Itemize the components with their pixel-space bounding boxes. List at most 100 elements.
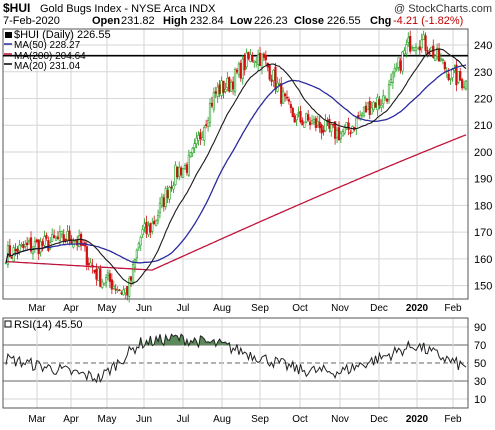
candle-body — [210, 102, 214, 107]
price-tick-label: 170 — [474, 227, 492, 239]
candle-body — [235, 69, 239, 73]
candle-body — [257, 54, 260, 65]
candle-body — [195, 137, 198, 145]
legend-ma200: MA(200) 204.64 — [14, 51, 86, 62]
candle-body — [110, 279, 113, 290]
candle-body — [436, 47, 439, 57]
candle-body — [160, 196, 163, 206]
candle-body — [24, 244, 27, 247]
rsi-month-labels: Mar Apr May Jun Jul Aug Sep Oct Nov Dec 2020 Feb — [28, 414, 462, 425]
candle-body — [424, 35, 427, 51]
candle-body — [411, 47, 414, 49]
candle-body — [31, 247, 35, 255]
candle-body — [45, 235, 48, 239]
candle-body — [432, 45, 435, 58]
candle-body — [118, 289, 121, 292]
candle-body — [416, 47, 419, 50]
candle-body — [418, 46, 421, 51]
price-tick-label: 240 — [474, 40, 492, 52]
candle-body — [434, 55, 437, 62]
price-month-label: 2020 — [406, 303, 429, 314]
candle-body — [120, 292, 123, 295]
price-tick-label: 210 — [474, 120, 492, 132]
candle-body — [409, 35, 412, 52]
rsi-month-label: Aug — [213, 414, 231, 425]
candle-body — [285, 96, 289, 99]
ma20-line — [5, 48, 467, 285]
candle-body — [114, 288, 117, 291]
candle-body — [330, 124, 333, 133]
candle-body — [53, 235, 56, 239]
candle-body — [395, 67, 398, 70]
candle-body — [203, 126, 206, 141]
candle-body — [324, 119, 327, 132]
candle-body — [355, 117, 358, 129]
candle-body — [33, 241, 36, 248]
candle-body — [222, 80, 225, 93]
candle-body — [62, 234, 65, 242]
candle-body — [147, 225, 150, 236]
candle-body — [172, 185, 175, 190]
candle-body — [162, 197, 165, 207]
candle-body — [437, 48, 441, 62]
candle-body — [151, 222, 154, 232]
candle-body — [103, 282, 106, 286]
candle-body — [205, 124, 208, 126]
low-label: Low — [230, 15, 252, 27]
price-axis: 150 160 170 180 190 200 210 220 230 240 — [474, 40, 492, 293]
price-month-label: Feb — [444, 303, 462, 314]
candle-body — [274, 66, 277, 90]
ma200-line — [5, 134, 467, 271]
high-label: High — [163, 15, 188, 27]
candle-body — [322, 129, 325, 133]
candle-body — [320, 124, 323, 134]
rsi-line — [5, 333, 467, 384]
price-month-label: Apr — [63, 303, 79, 314]
candle-body — [247, 51, 250, 59]
candle-body — [260, 53, 264, 69]
candle-body — [212, 92, 215, 110]
candle-body — [41, 241, 44, 246]
candle-body — [185, 164, 189, 173]
open-value: 231.82 — [121, 15, 155, 27]
candle-body — [85, 246, 88, 266]
candle-body — [124, 288, 127, 294]
candle-body — [99, 268, 102, 287]
candle-body — [461, 79, 464, 89]
candle-body — [29, 237, 33, 252]
candle-body — [218, 84, 221, 94]
price-month-label: Aug — [213, 303, 231, 314]
candle-body — [295, 114, 298, 121]
candle-body — [133, 258, 137, 268]
candle-body — [191, 147, 194, 154]
candle-body — [335, 130, 339, 138]
candle-body — [104, 276, 108, 283]
candle-body — [199, 132, 202, 139]
candle-body — [39, 241, 42, 253]
candle-body — [156, 214, 160, 221]
candle-body — [360, 113, 364, 116]
candle-body — [389, 79, 393, 83]
price-tick-label: 200 — [474, 147, 492, 159]
rsi-grid — [3, 318, 468, 408]
candle-body — [54, 237, 58, 241]
candle-body — [457, 71, 460, 83]
candle-body — [299, 111, 302, 123]
candle-body — [364, 105, 368, 113]
candle-body — [20, 244, 23, 246]
candle-body — [74, 240, 77, 243]
candle-body — [428, 52, 431, 55]
chart-index-name: Gold Bugs Index - NYSE Arca INDX — [40, 3, 216, 15]
candle-body — [301, 120, 304, 126]
candle-body — [407, 37, 410, 43]
price-month-label: Jul — [177, 303, 190, 314]
rsi-legend: RSI(14) 45.50 — [14, 319, 82, 331]
candle-body — [412, 47, 416, 52]
rsi-tick-label: 10 — [474, 394, 486, 406]
candle-body — [258, 52, 262, 66]
candle-body — [168, 186, 171, 200]
candle-body — [334, 121, 337, 139]
rsi-month-label: 2020 — [406, 414, 429, 425]
candle-body — [149, 223, 152, 233]
